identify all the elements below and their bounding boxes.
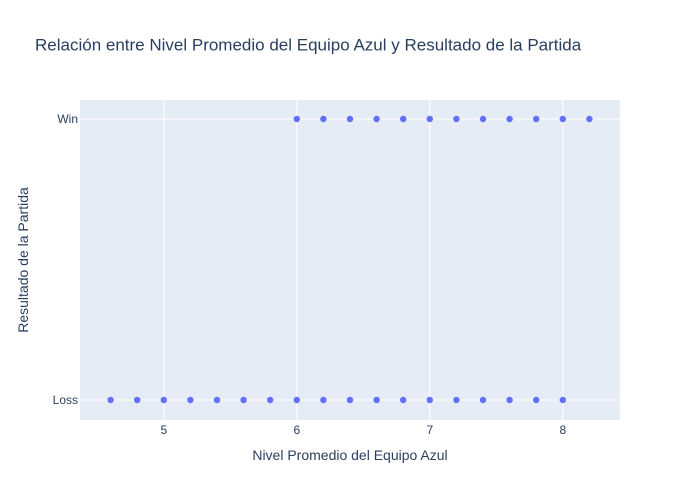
data-point-win: [400, 115, 407, 123]
x-tick-label: 5: [160, 423, 167, 437]
x-axis-tick-labels: 5 6 7 8: [160, 423, 566, 437]
data-point-win: [293, 115, 300, 123]
data-point-win: [453, 115, 460, 123]
data-point-win: [559, 115, 567, 123]
data-point-win: [479, 115, 487, 123]
data-point-loss: [187, 396, 194, 404]
x-axis-title: Nivel Promedio del Equipo Azul: [252, 447, 447, 463]
data-points: [107, 115, 593, 404]
data-point-win: [426, 115, 434, 123]
y-tick-label-win: Win: [57, 112, 78, 126]
data-point-loss: [559, 396, 567, 404]
x-tick-label: 7: [426, 423, 433, 437]
data-point-win: [320, 115, 327, 123]
data-point-win: [586, 115, 593, 123]
data-point-loss: [320, 396, 327, 404]
data-point-loss: [266, 396, 274, 404]
data-point-loss: [293, 396, 300, 404]
data-point-loss: [453, 396, 460, 404]
y-tick-label-loss: Loss: [53, 393, 78, 407]
data-point-loss: [213, 396, 221, 404]
x-tick-label: 6: [293, 423, 300, 437]
y-axis-title: Resultado de la Partida: [15, 187, 31, 333]
data-point-loss: [240, 396, 247, 404]
data-point-loss: [160, 396, 167, 404]
data-point-loss: [506, 396, 513, 404]
data-point-loss: [107, 396, 114, 404]
plot-area: [80, 100, 620, 420]
y-axis-tick-labels: Loss Win: [53, 112, 78, 407]
data-point-win: [506, 115, 513, 123]
data-point-win: [533, 115, 540, 123]
data-point-loss: [533, 396, 540, 404]
data-point-win: [373, 115, 380, 123]
data-point-win: [346, 115, 354, 123]
data-point-loss: [373, 396, 380, 404]
x-tick-label: 8: [559, 423, 566, 437]
data-point-loss: [133, 396, 141, 404]
data-point-loss: [426, 396, 434, 404]
data-point-loss: [400, 396, 407, 404]
chart-title: Relación entre Nivel Promedio del Equipo…: [35, 36, 582, 55]
data-point-loss: [479, 396, 487, 404]
data-point-loss: [346, 396, 354, 404]
